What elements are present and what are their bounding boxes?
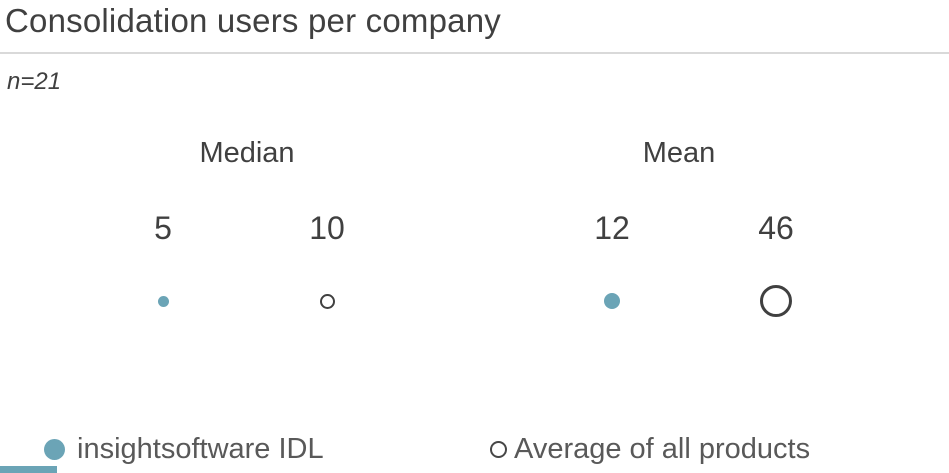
value-label-mean-average: 46 [758,210,794,246]
page-title: Consolidation users per company [5,2,501,39]
filled-dot-icon [44,438,65,460]
datapoint-median-average: 10 [267,205,387,333]
group-label-median: Median [199,137,295,169]
open-circle-marker [760,285,792,317]
datapoint-mean-insightsoftware: 12 [552,205,672,333]
legend-item-insightsoftware: insightsoftware IDL [44,432,324,466]
legend-label-insightsoftware: insightsoftware IDL [77,432,324,465]
accent-bar [0,466,57,473]
title-divider [0,52,949,54]
open-circle-icon [490,440,507,458]
value-label-median-insightsoftware: 5 [154,210,172,246]
datapoint-median-insightsoftware: 5 [103,205,223,333]
open-circle-marker [319,293,335,309]
filled-dot-marker [157,295,169,307]
marker-slot [552,269,672,333]
marker-slot [716,269,836,333]
legend-label-average: Average of all products [514,432,811,465]
datapoint-mean-average: 46 [716,205,836,333]
marker-slot [103,269,223,333]
marker-slot [267,269,387,333]
value-label-median-average: 10 [309,210,345,246]
filled-dot-marker [604,293,620,309]
group-label-mean: Mean [642,137,716,169]
sample-size-note: n=21 [7,68,62,95]
value-label-mean-insightsoftware: 12 [594,210,630,246]
legend-item-average: Average of all products [490,432,810,466]
